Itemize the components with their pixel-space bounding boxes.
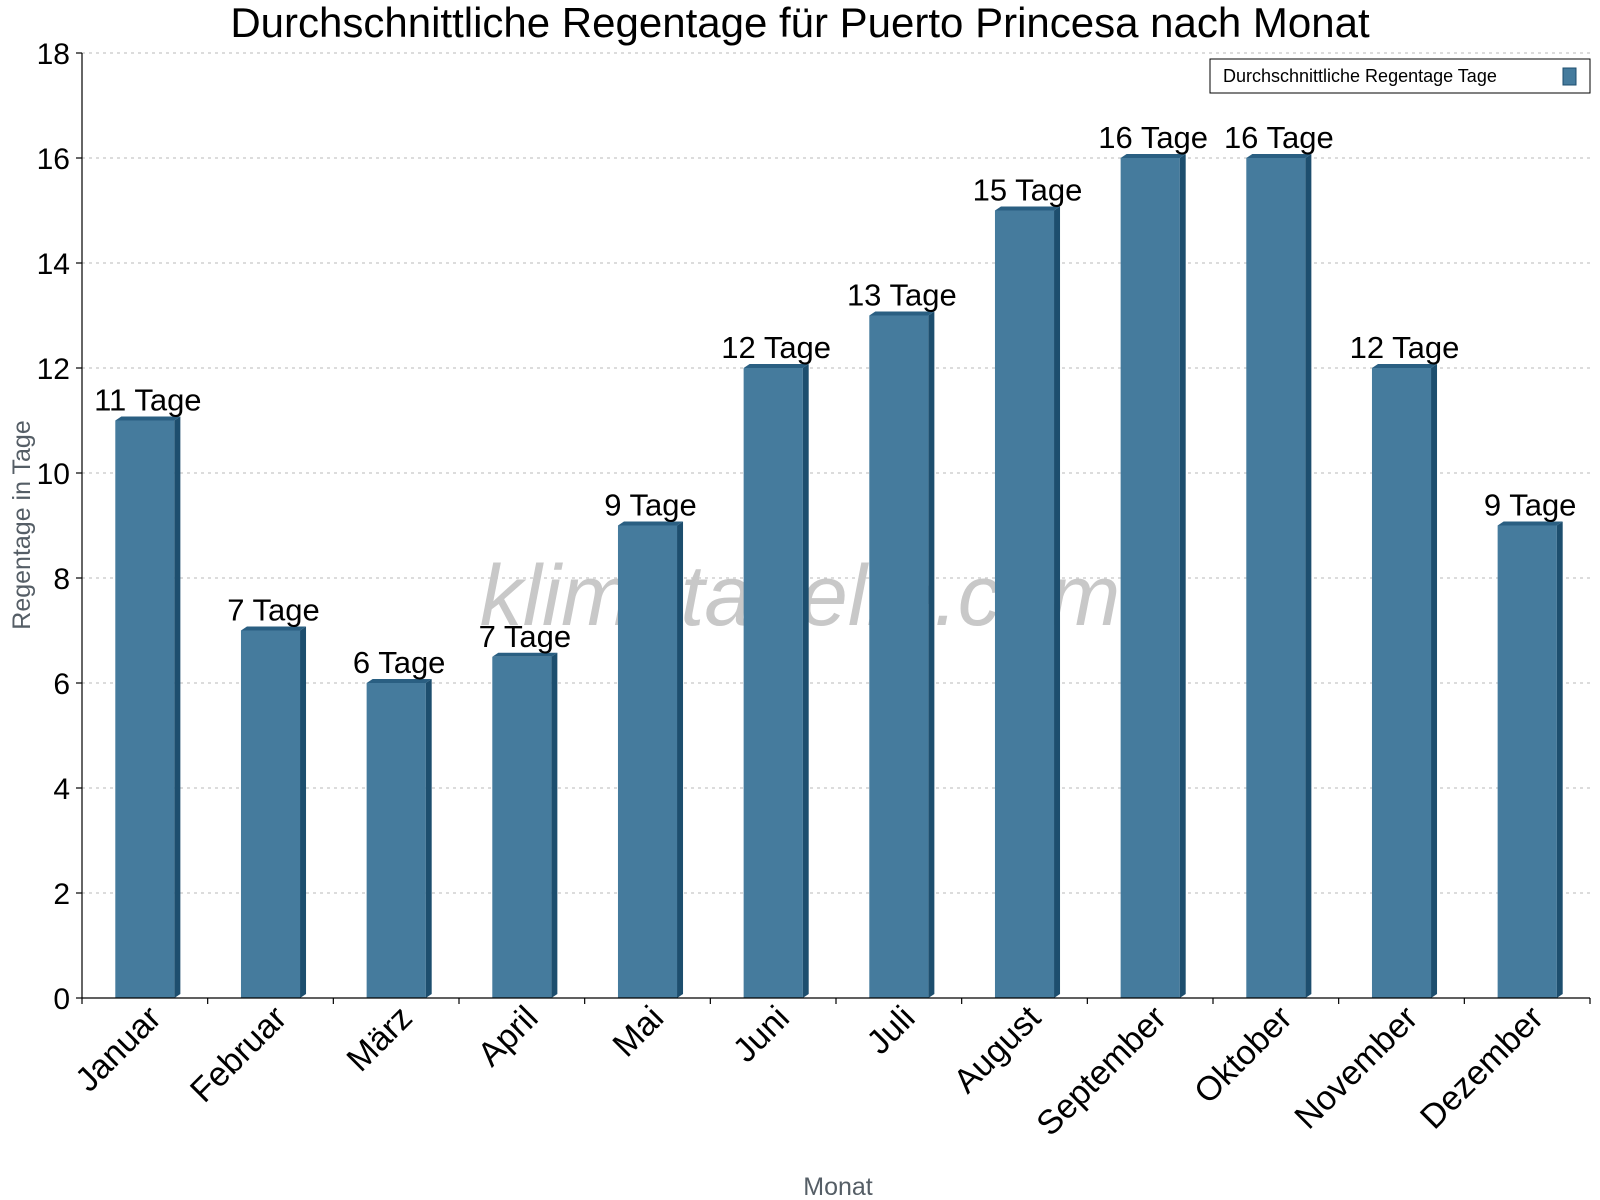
bar-top (617, 521, 684, 526)
chart-title: Durchschnittliche Regentage für Puerto P… (230, 0, 1370, 46)
y-axis-label: Regentage in Tage (8, 420, 36, 629)
x-tick-label: März (340, 999, 420, 1079)
x-tick-label: Februar (183, 999, 294, 1110)
data-label: 11 Tage (94, 383, 201, 418)
legend-swatch (1562, 67, 1577, 86)
bar (240, 626, 307, 998)
bar (1497, 521, 1563, 998)
bar-top (1497, 521, 1563, 526)
bar (1371, 364, 1438, 998)
bar-side (1431, 364, 1438, 998)
y-tick-label: 18 (37, 38, 70, 71)
bar-front (240, 630, 301, 998)
bar-front (366, 683, 426, 998)
legend-box (1209, 58, 1591, 94)
bars (115, 154, 1563, 998)
x-tick-label: Juni (726, 999, 797, 1070)
data-labels: 11 Tage 7 Tage 6 Tage 7 Tage 9 Tage 12 Tage 13… (94, 120, 1576, 680)
bar-front (869, 315, 929, 998)
bar-side (551, 652, 558, 998)
bar-top (492, 652, 558, 657)
y-tick-label: 4 (53, 773, 70, 806)
bar-side (174, 416, 181, 998)
bar-front (1497, 525, 1557, 998)
x-tick-label: September (1029, 999, 1173, 1143)
bar-top (869, 311, 935, 316)
bar-side (300, 626, 307, 998)
data-label: 16 Tage (1224, 120, 1334, 155)
bar-top (1246, 154, 1312, 158)
x-tick-labels: Januar Februar März April Mai Juni Juli AugustS… (68, 998, 1551, 1143)
x-tick-label: November (1287, 999, 1425, 1137)
bar (492, 652, 558, 998)
x-tick-label: April (471, 999, 546, 1074)
bar-front (1120, 158, 1180, 998)
data-label: 9 Tage (604, 488, 697, 523)
x-tick-label: Mai (606, 999, 672, 1065)
bar-top (240, 626, 307, 631)
y-tick-label: 10 (37, 458, 70, 491)
bar-side (1054, 206, 1061, 998)
bar-top (1120, 154, 1186, 158)
bar-front (617, 525, 678, 998)
x-tick-label: Juli (860, 999, 923, 1062)
bar-side (802, 364, 809, 998)
data-label: 6 Tage (353, 645, 446, 680)
bar-side (425, 679, 432, 998)
bar (994, 206, 1061, 998)
bar-front (492, 656, 552, 998)
x-axis-label: Monat (803, 1173, 873, 1200)
bar-top (743, 364, 809, 368)
data-label: 13 Tage (847, 278, 957, 313)
y-tick-label: 2 (53, 878, 70, 911)
bar-side (1305, 154, 1312, 998)
y-tick-label: 16 (37, 143, 70, 176)
bar-top (994, 206, 1061, 211)
y-tick-labels: 0 2 4 6 8 10 12 14 16 18 (37, 38, 70, 1016)
legend: Durchschnittliche Regentage Tage (1209, 58, 1591, 94)
bar (366, 679, 432, 998)
data-label: 12 Tage (1350, 330, 1460, 365)
bar-front (115, 420, 175, 998)
bar-side (928, 311, 935, 998)
data-label: 12 Tage (721, 330, 831, 365)
y-tick-label: 0 (53, 983, 70, 1016)
y-tick-label: 12 (37, 353, 70, 386)
bar (1246, 154, 1312, 998)
bar-front (994, 210, 1055, 998)
bar-front (1246, 158, 1306, 998)
data-label: 15 Tage (973, 173, 1083, 208)
bar (869, 311, 935, 998)
y-tick-label: 8 (53, 563, 70, 596)
data-label: 16 Tage (1098, 120, 1208, 155)
bar-top (366, 679, 432, 683)
bar-top (1371, 364, 1438, 368)
x-tick-label: Oktober (1187, 999, 1299, 1111)
y-tick-label: 14 (37, 248, 70, 281)
x-tick-label: Januar (68, 999, 168, 1099)
bar (617, 521, 684, 998)
grid-lines (82, 52, 1590, 894)
bar-side (1179, 154, 1186, 998)
bar (743, 364, 809, 998)
x-tick-label: August (946, 998, 1048, 1100)
data-label: 9 Tage (1484, 488, 1577, 523)
data-label: 7 Tage (227, 593, 320, 628)
bar-side (677, 521, 684, 998)
bar-side (1556, 521, 1563, 998)
axes (76, 52, 1591, 1004)
data-label: 7 Tage (479, 619, 572, 654)
bar (115, 416, 181, 998)
y-tick-label: 6 (53, 668, 70, 701)
bar-top (115, 416, 181, 421)
bar-front (1371, 368, 1432, 998)
bar (1120, 154, 1186, 998)
bar-front (743, 368, 803, 998)
legend-label: Durchschnittliche Regentage Tage (1223, 66, 1497, 86)
x-tick-label: Dezember (1413, 999, 1551, 1137)
